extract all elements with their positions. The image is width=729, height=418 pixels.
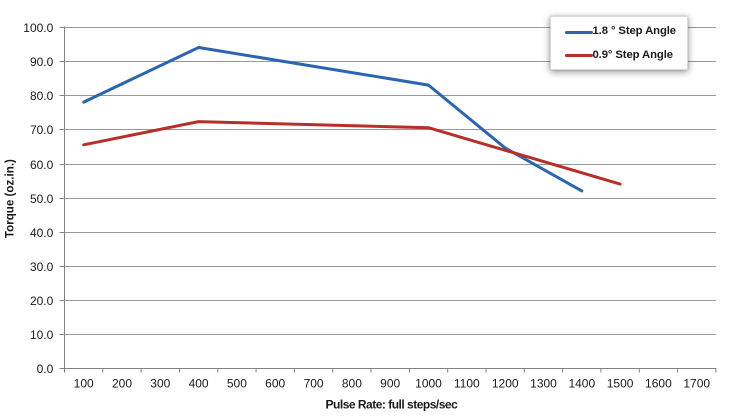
- svg-text:800: 800: [342, 377, 362, 391]
- svg-text:40.0: 40.0: [30, 226, 54, 240]
- svg-text:80.0: 80.0: [30, 89, 54, 103]
- svg-text:100.0: 100.0: [23, 21, 53, 35]
- svg-text:300: 300: [150, 377, 170, 391]
- svg-text:10.0: 10.0: [30, 328, 54, 342]
- svg-text:1600: 1600: [645, 377, 672, 391]
- svg-text:50.0: 50.0: [30, 192, 54, 206]
- svg-text:0.0: 0.0: [37, 362, 54, 376]
- svg-text:1400: 1400: [568, 377, 595, 391]
- svg-text:600: 600: [265, 377, 285, 391]
- svg-text:1200: 1200: [492, 377, 519, 391]
- svg-text:500: 500: [227, 377, 247, 391]
- svg-text:1700: 1700: [683, 377, 710, 391]
- svg-text:Torque (oz.in.): Torque (oz.in.): [3, 159, 16, 238]
- svg-text:100: 100: [74, 377, 94, 391]
- svg-text:30.0: 30.0: [30, 260, 54, 274]
- svg-text:90.0: 90.0: [30, 55, 54, 69]
- svg-text:1000: 1000: [415, 377, 442, 391]
- svg-text:1500: 1500: [607, 377, 634, 391]
- svg-text:Pulse Rate: full steps/sec: Pulse Rate: full steps/sec: [326, 398, 459, 412]
- svg-text:900: 900: [380, 377, 400, 391]
- svg-text:400: 400: [189, 377, 209, 391]
- svg-text:1100: 1100: [454, 377, 480, 391]
- svg-text:200: 200: [112, 377, 132, 391]
- svg-text:700: 700: [304, 377, 324, 391]
- svg-text:70.0: 70.0: [30, 123, 54, 137]
- svg-text:20.0: 20.0: [30, 294, 54, 308]
- svg-text:60.0: 60.0: [30, 158, 54, 172]
- svg-text:1300: 1300: [530, 377, 557, 391]
